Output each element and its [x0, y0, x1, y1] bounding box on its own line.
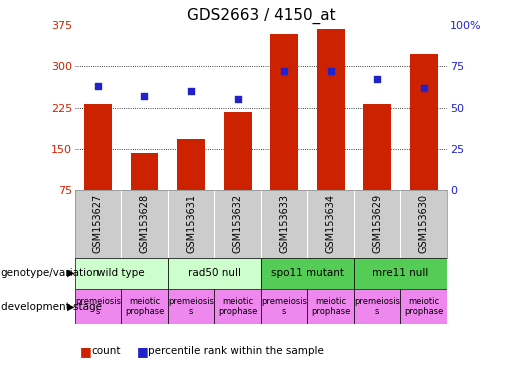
Bar [354, 258, 447, 289]
Bar [317, 29, 345, 190]
Text: premeiosis
s: premeiosis s [75, 297, 121, 316]
Text: GSM153634: GSM153634 [325, 194, 336, 253]
Text: meiotic
prophase: meiotic prophase [125, 297, 164, 316]
Text: spo11 mutant: spo11 mutant [271, 268, 344, 278]
Bar [410, 54, 438, 190]
Text: GSM153629: GSM153629 [372, 194, 382, 253]
Text: meiotic
prophase: meiotic prophase [218, 297, 258, 316]
Text: ▶: ▶ [67, 302, 75, 312]
Text: mre11 null: mre11 null [372, 268, 428, 278]
Bar [354, 289, 401, 324]
Point [94, 83, 102, 89]
Text: development stage: development stage [1, 302, 101, 312]
Point [141, 93, 149, 99]
Bar [261, 258, 354, 289]
Bar [401, 289, 447, 324]
Text: wild type: wild type [97, 268, 145, 278]
Text: ■: ■ [136, 345, 148, 358]
Point [373, 76, 381, 83]
Point [233, 96, 242, 103]
Text: GSM153631: GSM153631 [186, 194, 196, 253]
Text: premeiosis
s: premeiosis s [261, 297, 307, 316]
Text: premeiosis
s: premeiosis s [168, 297, 214, 316]
Text: GSM153628: GSM153628 [140, 194, 149, 253]
Bar [363, 104, 391, 190]
Bar [261, 289, 307, 324]
Text: meiotic
prophase: meiotic prophase [404, 297, 443, 316]
Bar [214, 289, 261, 324]
Text: percentile rank within the sample: percentile rank within the sample [148, 346, 324, 356]
Bar [168, 289, 214, 324]
Text: genotype/variation: genotype/variation [1, 268, 99, 278]
Bar [75, 289, 121, 324]
Text: GSM153633: GSM153633 [279, 194, 289, 253]
Bar [168, 258, 261, 289]
Text: rad50 null: rad50 null [188, 268, 241, 278]
Text: meiotic
prophase: meiotic prophase [311, 297, 350, 316]
Bar [270, 34, 298, 190]
Title: GDS2663 / 4150_at: GDS2663 / 4150_at [186, 7, 335, 23]
Point [187, 88, 195, 94]
Bar [75, 258, 168, 289]
Bar [224, 112, 251, 190]
Text: count: count [92, 346, 121, 356]
Point [420, 84, 428, 91]
Bar [84, 104, 112, 190]
Bar [177, 139, 205, 190]
Text: GSM153630: GSM153630 [419, 194, 429, 253]
Point [280, 68, 288, 74]
Text: GSM153627: GSM153627 [93, 194, 103, 253]
Text: premeiosis
s: premeiosis s [354, 297, 400, 316]
Bar [121, 289, 168, 324]
Bar [307, 289, 354, 324]
Text: ▶: ▶ [67, 268, 75, 278]
Bar [130, 153, 159, 190]
Text: GSM153632: GSM153632 [233, 194, 243, 253]
Point [327, 68, 335, 74]
Text: ■: ■ [80, 345, 92, 358]
